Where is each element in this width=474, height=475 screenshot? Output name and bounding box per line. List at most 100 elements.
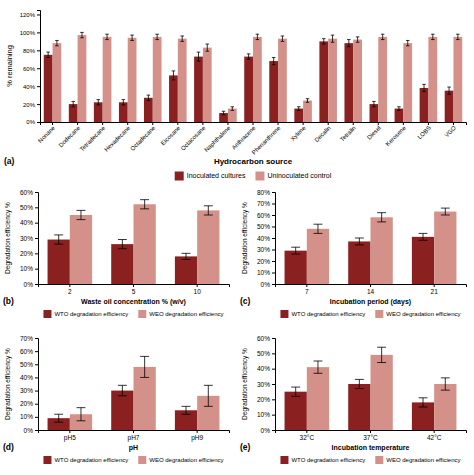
x-axis-title: Incubation period (days) bbox=[330, 298, 411, 306]
x-tick: 42°C bbox=[427, 430, 442, 441]
y-tick-mark bbox=[272, 227, 275, 228]
x-tick-label: pH5 bbox=[64, 434, 76, 442]
bar bbox=[244, 57, 253, 122]
x-tick: 21 bbox=[431, 284, 439, 295]
y-tick: 30% bbox=[257, 381, 275, 388]
x-tick-mark bbox=[428, 122, 429, 125]
x-tick-label: VGO bbox=[443, 125, 457, 139]
legend-swatch bbox=[138, 310, 146, 318]
y-tick-label: 10% bbox=[257, 269, 270, 276]
y-tick: 60% bbox=[23, 66, 40, 72]
x-tick-mark bbox=[69, 284, 70, 287]
x-tick-mark bbox=[202, 122, 203, 125]
x-tick-mark bbox=[453, 122, 454, 125]
x-tick-label: 5 bbox=[132, 288, 136, 295]
legend-label: WEO degradation efficiency bbox=[386, 457, 460, 463]
x-tick: 37°C bbox=[363, 430, 378, 441]
legend-item: WEO degradation efficiency bbox=[375, 310, 460, 318]
error-bar bbox=[406, 40, 410, 45]
y-tick: 20% bbox=[20, 400, 38, 407]
legend: WTO degradation efficiencyWEO degradatio… bbox=[43, 310, 223, 318]
legend-item: WEO degradation efficiency bbox=[375, 456, 460, 464]
error-bar bbox=[247, 54, 251, 59]
y-tick: 60% bbox=[20, 348, 38, 355]
bar bbox=[371, 355, 393, 430]
x-tick-mark bbox=[77, 122, 78, 125]
y-tick-mark bbox=[35, 404, 38, 405]
error-bar bbox=[54, 235, 63, 244]
y-tick-mark bbox=[35, 284, 38, 285]
legend-swatch bbox=[175, 172, 184, 181]
y-tick-label: 20% bbox=[257, 258, 270, 265]
error-bar bbox=[182, 406, 191, 414]
legend-label: WEO degradation efficiency bbox=[386, 311, 460, 317]
y-tick-mark bbox=[35, 391, 38, 392]
y-tick-mark bbox=[37, 32, 40, 33]
error-bar bbox=[456, 34, 460, 39]
y-tick-mark bbox=[37, 86, 40, 87]
y-axis: 0%10%20%30%40%50%60% bbox=[20, 189, 39, 288]
error-bar bbox=[206, 44, 210, 51]
error-bars bbox=[314, 208, 450, 233]
y-tick-label: 20% bbox=[23, 102, 36, 108]
error-bar bbox=[419, 398, 428, 407]
y-tick: 40% bbox=[20, 374, 38, 381]
y-tick-label: 30% bbox=[257, 246, 270, 253]
x-tick: 2 bbox=[68, 284, 72, 295]
y-axis-line bbox=[272, 339, 276, 431]
bar bbox=[420, 88, 429, 122]
y-tick-mark bbox=[35, 430, 38, 431]
bar bbox=[269, 61, 278, 122]
y-tick: 50% bbox=[20, 361, 38, 368]
x-tick-mark bbox=[69, 430, 70, 433]
error-bar bbox=[291, 247, 300, 254]
error-bar bbox=[122, 100, 126, 105]
y-tick: 70% bbox=[257, 200, 275, 207]
error-bar bbox=[130, 35, 134, 40]
bar bbox=[378, 37, 387, 122]
y-tick: 0% bbox=[24, 427, 38, 434]
x-tick-mark bbox=[197, 284, 198, 287]
y-tick-mark bbox=[35, 253, 38, 254]
x-tick-mark bbox=[197, 430, 198, 433]
x-tick: Tetradecane bbox=[79, 122, 107, 152]
bar bbox=[44, 55, 53, 122]
error-bar bbox=[77, 210, 86, 219]
plot-area: 0%10%20%30%40%50%60%70%80%71421 bbox=[257, 189, 467, 295]
x-tick-label: Kerosene bbox=[385, 124, 408, 147]
x-tick: Naphthalene bbox=[203, 122, 232, 153]
y-tick-label: 0% bbox=[24, 427, 34, 434]
panel-label: (c) bbox=[240, 296, 251, 306]
x-tick-mark bbox=[253, 122, 254, 125]
error-bar bbox=[172, 71, 176, 80]
legend-swatch bbox=[280, 456, 288, 464]
x-tick-label: LOBS bbox=[416, 125, 432, 141]
plot-area: 0%10%20%30%40%50%60%2510 bbox=[20, 189, 230, 295]
y-tick-label: 40% bbox=[257, 235, 270, 242]
y-axis-title: Degradation efficiency % bbox=[4, 202, 12, 274]
y-tick: 20% bbox=[257, 258, 275, 265]
y-tick-mark bbox=[272, 399, 275, 400]
y-tick: 40% bbox=[20, 219, 38, 226]
series bbox=[70, 204, 220, 284]
y-tick-label: 0% bbox=[24, 281, 34, 288]
y-axis-line bbox=[272, 193, 276, 285]
y-tick-mark bbox=[272, 415, 275, 416]
y-tick: 0% bbox=[24, 281, 38, 288]
error-bar bbox=[118, 385, 127, 396]
y-tick: 70% bbox=[20, 335, 38, 342]
bar bbox=[194, 57, 203, 122]
y-tick: 10% bbox=[257, 411, 275, 418]
x-tick-label: Octadecane bbox=[129, 124, 157, 152]
legend-item: WTO degradation efficiency bbox=[280, 310, 365, 318]
x-tick-mark bbox=[52, 122, 53, 125]
legend-item: Uninoculated control bbox=[255, 172, 331, 181]
x-axis: 2510 bbox=[39, 284, 230, 295]
y-tick-label: 70% bbox=[20, 335, 33, 342]
error-bar bbox=[140, 356, 149, 377]
x-tick-mark bbox=[370, 284, 371, 287]
y-axis: 0%10%20%30%40%50%60%70%80% bbox=[257, 189, 276, 288]
x-tick: pH9 bbox=[191, 430, 203, 442]
legend-swatch bbox=[375, 310, 383, 318]
bar bbox=[319, 41, 328, 122]
